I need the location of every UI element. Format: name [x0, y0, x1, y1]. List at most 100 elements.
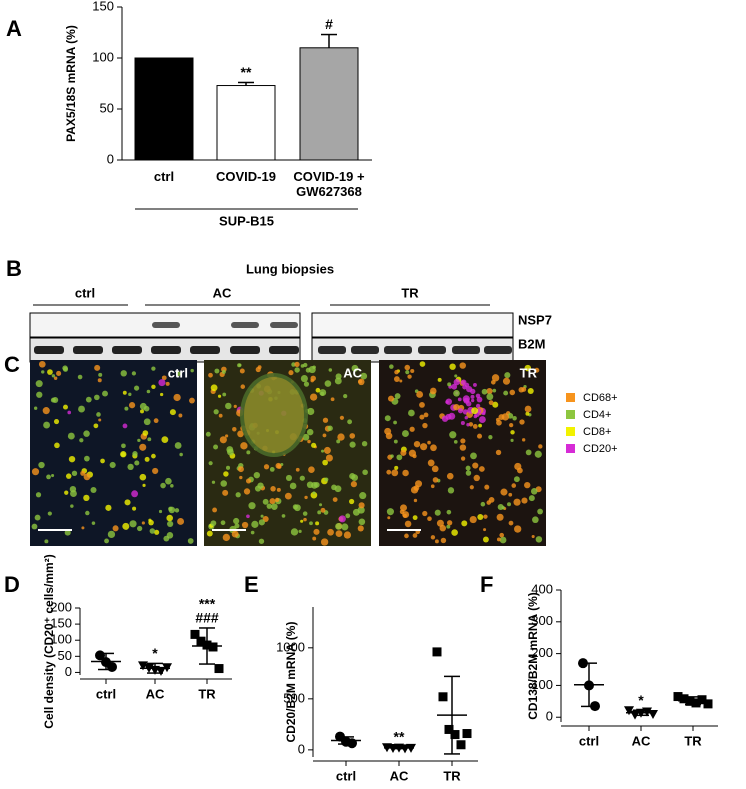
legend-label: CD20+ — [583, 443, 618, 455]
cell — [422, 422, 428, 429]
gel-band — [112, 346, 142, 354]
cell — [404, 364, 411, 371]
cell — [214, 368, 220, 374]
cell — [127, 463, 134, 471]
cell — [250, 530, 255, 535]
cell — [63, 404, 68, 410]
cell — [312, 536, 317, 541]
cell — [81, 526, 85, 530]
cell — [358, 502, 365, 509]
cell — [235, 492, 241, 498]
gel-group-label: AC — [213, 285, 232, 300]
cell — [217, 394, 222, 398]
cell — [470, 394, 475, 399]
data-point — [697, 695, 707, 705]
cell — [430, 535, 436, 540]
panel-letter: D — [4, 572, 20, 597]
cell — [205, 431, 211, 437]
cell — [262, 498, 269, 505]
cell — [56, 370, 62, 376]
cell — [147, 437, 152, 442]
cell — [449, 431, 457, 439]
cell — [315, 521, 320, 526]
cell — [312, 491, 316, 495]
cell — [488, 435, 493, 440]
cell — [308, 466, 315, 474]
cell — [31, 523, 38, 530]
cell — [472, 462, 479, 469]
annotation: # — [325, 16, 333, 32]
cell — [154, 529, 160, 535]
cell — [351, 474, 358, 482]
cell — [328, 368, 333, 372]
cell — [187, 538, 194, 544]
cell — [292, 504, 298, 510]
cell — [100, 458, 105, 464]
cell — [337, 433, 345, 441]
gel-strip — [311, 312, 514, 338]
cell — [151, 453, 156, 459]
cell — [475, 393, 481, 399]
cell — [300, 375, 308, 383]
cell — [90, 486, 97, 494]
cell — [409, 426, 415, 432]
cell — [105, 504, 112, 511]
cell — [285, 474, 293, 482]
cell — [210, 520, 217, 527]
x-tick-label: ctrl — [579, 733, 599, 748]
cell — [361, 440, 368, 447]
cell — [327, 528, 334, 536]
cell — [359, 492, 367, 500]
y-tick-label: 1000 — [276, 639, 305, 654]
cell — [325, 454, 333, 462]
cell — [466, 386, 473, 393]
cell — [223, 471, 229, 477]
cell — [54, 442, 60, 449]
cell — [98, 418, 102, 422]
cell — [537, 508, 543, 515]
cell — [430, 484, 435, 489]
cell — [83, 494, 90, 502]
data-point — [450, 730, 460, 740]
cell — [464, 415, 468, 420]
cell — [524, 405, 532, 413]
cell — [319, 503, 323, 507]
y-tick-label: 400 — [531, 581, 553, 596]
cell — [348, 498, 355, 505]
cell — [257, 365, 262, 370]
y-axis-label: CD138/B2M mRNA (%) — [526, 592, 540, 720]
cell — [335, 530, 343, 538]
y-axis-label: Cell density (CD20⁺ cells/mm²) — [42, 554, 56, 728]
cell — [350, 481, 357, 488]
cell — [415, 480, 423, 488]
x-tick-label: TR — [684, 733, 702, 748]
cell — [389, 364, 394, 369]
panel-letter: E — [244, 572, 259, 597]
cell — [53, 376, 58, 381]
data-point — [456, 740, 466, 750]
gel-title: Lung biopsies — [246, 261, 334, 276]
cell — [534, 450, 542, 458]
cell — [492, 388, 497, 393]
cell — [491, 374, 500, 382]
cell — [394, 393, 401, 399]
cell — [416, 391, 424, 398]
cell — [495, 417, 500, 422]
cell — [431, 465, 439, 473]
cell — [497, 503, 504, 511]
cell — [65, 473, 72, 479]
y-tick-label: 500 — [283, 690, 305, 705]
cell — [208, 372, 213, 378]
cell — [307, 439, 311, 444]
gel-band — [73, 346, 103, 354]
cell — [404, 533, 409, 539]
cell — [434, 509, 441, 516]
data-point — [214, 664, 224, 674]
cell — [165, 381, 170, 386]
cell — [120, 451, 127, 458]
cell — [446, 524, 451, 529]
cell — [521, 497, 528, 504]
cell — [169, 409, 176, 416]
cell — [525, 449, 532, 456]
cell — [483, 514, 488, 519]
